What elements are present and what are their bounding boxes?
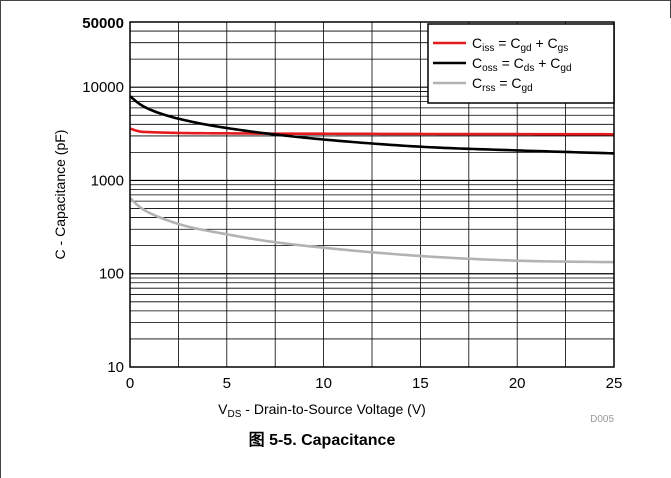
x-tick-labels: 0 5 10 15 20 25 <box>126 375 623 392</box>
y-tick-labels: 10 100 1000 10000 50000 <box>82 15 124 376</box>
x-axis-label-sub: DS <box>228 409 242 420</box>
y-tick-label: 100 <box>99 266 124 283</box>
y-tick-label: 1000 <box>91 172 124 189</box>
x-tick-label: 25 <box>606 375 623 392</box>
x-tick-label: 10 <box>315 375 332 392</box>
x-tick-label: 0 <box>126 375 134 392</box>
x-axis-label-rest: - Drain-to-Source Voltage (V) <box>241 401 425 417</box>
x-axis-label: VDS - Drain-to-Source Voltage (V) <box>218 401 426 420</box>
y-tick-label: 50000 <box>82 15 124 32</box>
x-tick-label: 5 <box>223 375 231 392</box>
y-tick-label: 10000 <box>82 79 124 96</box>
figure-caption: 图 5-5. Capacitance <box>249 431 396 449</box>
figure-code: D005 <box>590 414 614 425</box>
y-axis-label: C - Capacitance (pF) <box>52 130 68 260</box>
y-tick-label: 10 <box>107 359 124 376</box>
x-tick-label: 20 <box>509 375 526 392</box>
x-tick-label: 15 <box>412 375 429 392</box>
